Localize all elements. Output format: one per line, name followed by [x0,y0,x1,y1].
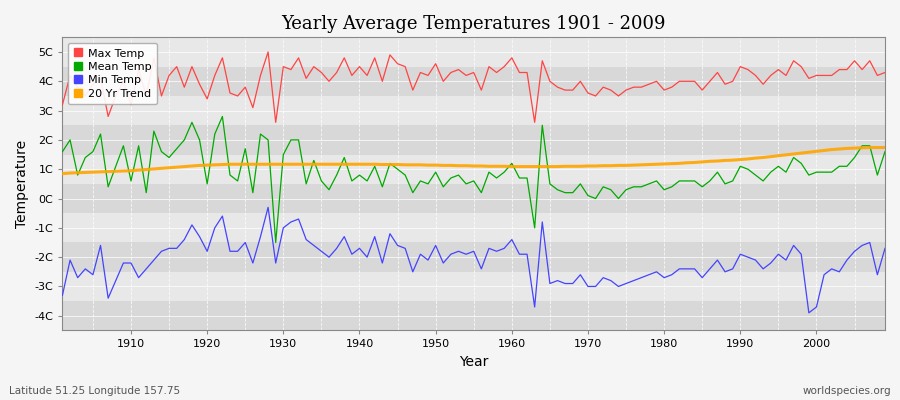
Bar [62,67,885,96]
Bar [62,125,885,154]
Legend: Max Temp, Mean Temp, Min Temp, 20 Yr Trend: Max Temp, Mean Temp, Min Temp, 20 Yr Tre… [68,43,158,104]
Bar [62,37,885,67]
Bar [62,96,885,125]
Y-axis label: Temperature: Temperature [15,140,29,228]
Bar [62,154,885,184]
Bar [62,301,885,330]
Title: Yearly Average Temperatures 1901 - 2009: Yearly Average Temperatures 1901 - 2009 [282,15,666,33]
X-axis label: Year: Year [459,355,489,369]
Bar [62,184,885,213]
Text: Latitude 51.25 Longitude 157.75: Latitude 51.25 Longitude 157.75 [9,386,180,396]
Bar [62,213,885,242]
Text: worldspecies.org: worldspecies.org [803,386,891,396]
Bar [62,242,885,272]
Bar [62,272,885,301]
